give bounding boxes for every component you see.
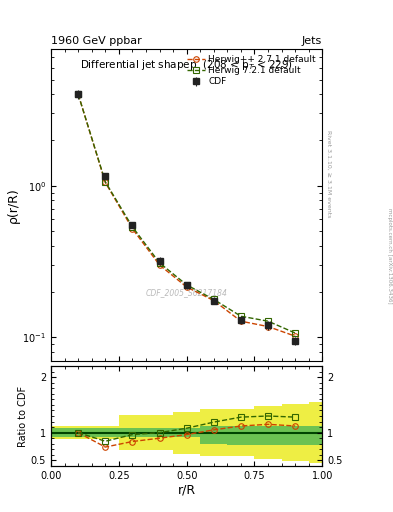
Herwig 7.2.1 default [211,296,216,303]
Herwig 7.2.1 default [184,282,189,288]
Herwig++ 2.7.1 default [184,284,189,290]
Herwig 7.2.1 default [157,260,162,266]
Line: Herwig 7.2.1 default: Herwig 7.2.1 default [75,92,298,336]
Text: 1960 GeV ppbar: 1960 GeV ppbar [51,36,142,46]
Herwig 7.2.1 default [266,318,270,324]
Herwig++ 2.7.1 default [76,91,81,97]
Herwig 7.2.1 default [103,179,108,185]
Herwig 7.2.1 default [293,330,298,336]
Text: Rivet 3.1.10, ≥ 3.1M events: Rivet 3.1.10, ≥ 3.1M events [326,130,331,217]
Herwig++ 2.7.1 default [266,324,270,330]
Text: CDF_2005_S6217184: CDF_2005_S6217184 [146,288,228,297]
Y-axis label: Ratio to CDF: Ratio to CDF [18,386,28,446]
Text: Differential jet shapep  (208 < p$_T$ < 229): Differential jet shapep (208 < p$_T$ < 2… [80,58,293,72]
Text: mcplots.cern.ch [arXiv:1306.3436]: mcplots.cern.ch [arXiv:1306.3436] [387,208,391,304]
X-axis label: r/R: r/R [178,483,196,497]
Y-axis label: ρ(r/R): ρ(r/R) [7,187,20,223]
Herwig++ 2.7.1 default [103,179,108,185]
Herwig++ 2.7.1 default [211,297,216,304]
Line: Herwig++ 2.7.1 default: Herwig++ 2.7.1 default [75,92,298,339]
Herwig 7.2.1 default [130,224,135,230]
Herwig 7.2.1 default [76,91,81,97]
Herwig 7.2.1 default [239,313,243,319]
Herwig++ 2.7.1 default [157,262,162,268]
Legend: Herwig++ 2.7.1 default, Herwig 7.2.1 default, CDF: Herwig++ 2.7.1 default, Herwig 7.2.1 def… [185,53,318,88]
Herwig++ 2.7.1 default [130,226,135,232]
Herwig++ 2.7.1 default [293,333,298,339]
Herwig++ 2.7.1 default [239,318,243,324]
Text: Jets: Jets [302,36,322,46]
